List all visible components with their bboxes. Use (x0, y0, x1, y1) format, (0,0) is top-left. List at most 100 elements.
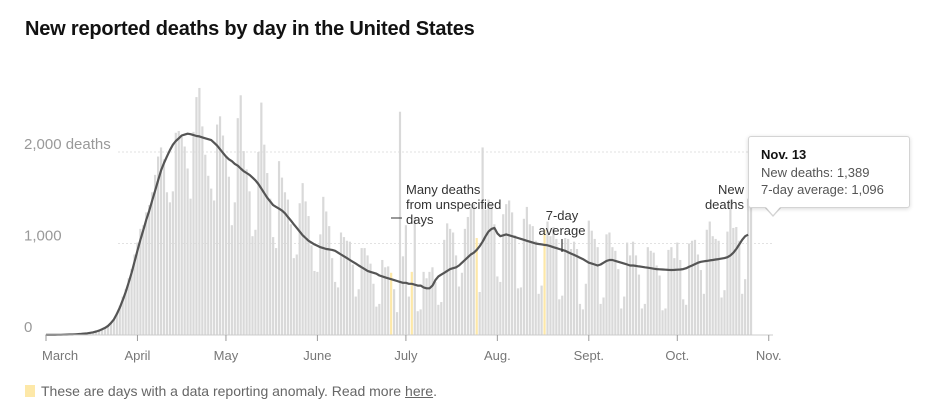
daily-bar[interactable] (747, 198, 750, 335)
daily-bar[interactable] (192, 131, 195, 335)
daily-bar[interactable] (407, 296, 410, 335)
daily-bar[interactable] (685, 304, 688, 335)
daily-bar[interactable] (611, 247, 614, 335)
daily-bar[interactable] (478, 291, 481, 335)
daily-bar[interactable] (587, 220, 590, 335)
daily-bar[interactable] (617, 269, 620, 335)
daily-bar[interactable] (186, 168, 189, 335)
daily-bar[interactable] (658, 275, 661, 335)
daily-bar[interactable] (248, 191, 251, 335)
daily-bar[interactable] (251, 236, 254, 335)
daily-bar[interactable] (378, 303, 381, 335)
daily-bar[interactable] (286, 199, 289, 335)
daily-bar[interactable] (717, 240, 720, 335)
daily-bar[interactable] (112, 319, 115, 335)
daily-bar[interactable] (375, 306, 378, 335)
daily-bar[interactable] (283, 192, 287, 335)
daily-bar[interactable] (584, 283, 587, 335)
daily-bar[interactable] (313, 270, 316, 335)
daily-bar[interactable] (322, 196, 325, 335)
daily-bar[interactable] (133, 254, 136, 335)
daily-bar[interactable] (145, 212, 148, 335)
daily-bar[interactable] (165, 192, 169, 335)
daily-bar[interactable] (596, 247, 599, 335)
daily-bar[interactable] (227, 176, 230, 335)
daily-bar[interactable] (331, 258, 334, 335)
daily-bar[interactable] (490, 204, 493, 335)
daily-bar[interactable] (555, 238, 558, 335)
daily-bar[interactable] (162, 159, 166, 335)
daily-bar[interactable] (711, 236, 714, 335)
daily-bar[interactable] (151, 192, 154, 335)
daily-bar[interactable] (590, 230, 593, 335)
daily-bar[interactable] (655, 265, 658, 335)
daily-bar[interactable] (741, 293, 744, 335)
daily-bar[interactable] (623, 296, 626, 335)
daily-bar[interactable] (115, 313, 118, 335)
daily-bar[interactable] (422, 271, 425, 335)
anomaly-bar[interactable] (543, 229, 546, 335)
daily-bar[interactable] (561, 295, 564, 335)
daily-bar[interactable] (180, 136, 183, 335)
daily-bar[interactable] (626, 242, 629, 335)
daily-bar[interactable] (336, 287, 340, 335)
daily-bar[interactable] (667, 249, 670, 335)
daily-bar[interactable] (384, 267, 387, 335)
daily-bar[interactable] (620, 308, 623, 335)
daily-bar[interactable] (513, 235, 517, 335)
daily-bar[interactable] (260, 102, 263, 335)
daily-bar[interactable] (440, 302, 443, 335)
daily-bar[interactable] (292, 258, 295, 335)
daily-bar[interactable] (469, 206, 472, 335)
daily-bar[interactable] (679, 259, 682, 335)
daily-bar[interactable] (602, 297, 605, 335)
daily-bar[interactable] (558, 299, 561, 335)
daily-bar[interactable] (136, 242, 139, 335)
daily-bar[interactable] (702, 293, 705, 335)
daily-bar[interactable] (269, 198, 272, 335)
daily-bar[interactable] (732, 227, 735, 335)
daily-bar[interactable] (398, 111, 402, 336)
daily-bar[interactable] (552, 227, 555, 335)
daily-bar[interactable] (177, 130, 180, 335)
daily-bar[interactable] (449, 228, 452, 335)
daily-bar[interactable] (676, 242, 679, 335)
daily-bar[interactable] (457, 286, 461, 335)
daily-bar[interactable] (599, 303, 602, 335)
anomaly-bars[interactable] (390, 229, 546, 335)
daily-bar[interactable] (207, 175, 210, 335)
daily-bar[interactable] (298, 203, 301, 335)
daily-bar[interactable] (263, 144, 266, 335)
daily-bar[interactable] (575, 248, 579, 335)
daily-bar[interactable] (372, 283, 375, 335)
daily-bar[interactable] (593, 238, 596, 335)
daily-bar[interactable] (738, 240, 741, 335)
daily-bar[interactable] (277, 161, 281, 335)
daily-bar[interactable] (499, 281, 502, 335)
daily-bar[interactable] (92, 332, 95, 335)
daily-bar[interactable] (749, 207, 753, 335)
daily-bar[interactable] (360, 248, 363, 335)
daily-bar[interactable] (496, 276, 499, 335)
daily-bar[interactable] (413, 216, 416, 335)
daily-bar[interactable] (201, 126, 204, 335)
daily-bar[interactable] (395, 312, 399, 335)
daily-bar[interactable] (159, 147, 163, 335)
daily-bar[interactable] (531, 226, 534, 335)
daily-bar[interactable] (213, 200, 216, 335)
daily-bar[interactable] (348, 241, 351, 335)
daily-bar[interactable] (354, 296, 357, 335)
daily-bar[interactable] (103, 328, 107, 335)
daily-bar[interactable] (649, 250, 652, 335)
daily-bar[interactable] (310, 245, 313, 335)
daily-bar[interactable] (139, 228, 142, 335)
daily-bar[interactable] (708, 221, 711, 335)
daily-bar[interactable] (670, 247, 673, 335)
daily-bar[interactable] (319, 234, 322, 335)
daily-bar[interactable] (696, 254, 700, 335)
daily-bar[interactable] (89, 333, 92, 335)
daily-bar[interactable] (118, 305, 121, 335)
daily-bar[interactable] (171, 191, 174, 335)
daily-bar[interactable] (257, 152, 260, 335)
daily-bar[interactable] (148, 205, 151, 335)
